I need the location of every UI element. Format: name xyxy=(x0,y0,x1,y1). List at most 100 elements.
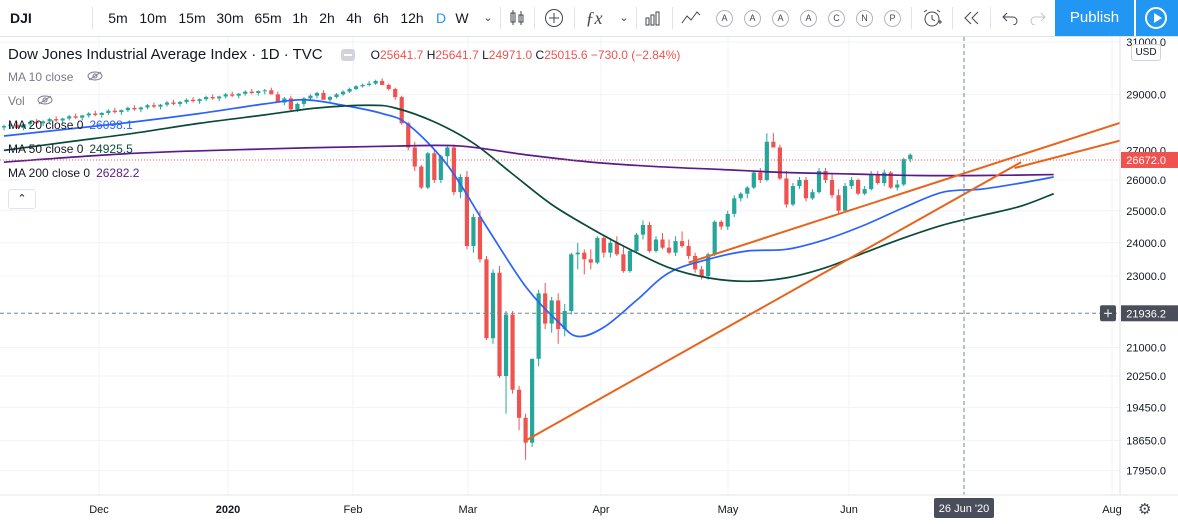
trend-chart-icon[interactable] xyxy=(677,0,705,36)
compare-symbol-a-button[interactable]: A xyxy=(800,10,817,27)
candle-body xyxy=(269,90,274,95)
candle-body xyxy=(171,102,176,104)
candle-body xyxy=(47,119,52,122)
indicators-dropdown-chevron-icon[interactable]: ⌄ xyxy=(619,12,629,24)
candle-body xyxy=(712,221,717,255)
hidden-eye-icon[interactable] xyxy=(87,70,103,84)
legend-ma50[interactable]: MA 50 close 0 24925.5 xyxy=(8,142,133,156)
price-tick-label: 18650.0 xyxy=(1126,436,1166,448)
candle-body xyxy=(490,272,496,339)
candle-body xyxy=(562,311,567,330)
time-tick-label: Mar xyxy=(459,504,478,516)
timeframe-12h[interactable]: 12h xyxy=(400,10,424,26)
candle-body xyxy=(588,259,593,263)
candle-body xyxy=(849,179,854,187)
candle-body xyxy=(771,141,776,148)
candle-body xyxy=(93,113,98,115)
financials-icon[interactable] xyxy=(640,0,668,36)
timeframe-4h[interactable]: 4h xyxy=(346,10,362,26)
timeframe-w[interactable]: W xyxy=(455,10,469,26)
timeframe-2h[interactable]: 2h xyxy=(319,10,335,26)
candle-body xyxy=(614,242,619,255)
undo-icon[interactable] xyxy=(996,0,1024,36)
candle-body xyxy=(601,237,606,253)
fx-icon[interactable]: ƒx xyxy=(585,8,603,28)
ohlc-values: O25641.7 H25641.7 L24971.0 C25015.6 −730… xyxy=(370,48,681,62)
crosshair xyxy=(0,37,1120,495)
top-toolbar: DJI 5m 10m 15m 30m 65m 1h 2h 4h 6h 12h D… xyxy=(0,0,1178,37)
compare-symbol-p-button[interactable]: P xyxy=(884,10,901,27)
hidden-eye-icon[interactable] xyxy=(37,94,53,108)
price-tick-label: 29000.0 xyxy=(1126,89,1166,101)
candle-body xyxy=(425,153,430,188)
gear-icon[interactable]: ⚙ xyxy=(1138,501,1152,518)
timeframe-30m[interactable]: 30m xyxy=(216,10,244,26)
collapse-legend-chevron-up-icon[interactable]: ⌃ xyxy=(8,189,36,209)
time-tick-label: Aug xyxy=(1102,504,1122,516)
toolbar-divider xyxy=(990,7,991,29)
series-settings-icon[interactable] xyxy=(340,49,355,62)
candle-body xyxy=(673,241,678,253)
chart-legend-title: Dow Jones Industrial Average Index · 1D … xyxy=(8,46,680,63)
legend-ma20[interactable]: MA 20 close 0 26098.1 xyxy=(8,118,133,132)
candle-body xyxy=(471,217,476,247)
candle-body xyxy=(217,96,222,99)
crosshair-date-label: 26 Jun '20 xyxy=(939,503,989,515)
currency-badge[interactable]: USD xyxy=(1131,44,1161,61)
candle-body xyxy=(497,272,502,377)
timeframe-d[interactable]: D xyxy=(435,10,447,26)
moving-averages xyxy=(3,98,1055,338)
time-tick-label: Feb xyxy=(344,504,363,516)
candle-body xyxy=(582,252,587,260)
candle-body xyxy=(797,179,802,187)
compare-symbol-n-button[interactable]: N xyxy=(856,10,873,27)
timeframe-5m[interactable]: 5m xyxy=(108,10,128,26)
series-title[interactable]: Dow Jones Industrial Average Index · 1D … xyxy=(8,46,323,63)
ma-line xyxy=(3,98,1054,338)
candle-body xyxy=(856,179,861,194)
legend-volume[interactable]: Vol xyxy=(8,94,53,108)
candle-body xyxy=(640,225,646,235)
replay-icon[interactable] xyxy=(958,0,986,36)
candle-body xyxy=(236,93,241,96)
candle-body xyxy=(706,254,711,277)
candle-body xyxy=(725,213,730,227)
price-tick-label: 25000.0 xyxy=(1126,206,1166,218)
compare-symbol-c-button[interactable]: C xyxy=(828,10,845,27)
candle-body xyxy=(679,241,685,247)
candle-body xyxy=(308,95,313,99)
compare-symbol-a-button[interactable]: A xyxy=(744,10,761,27)
candle-body xyxy=(8,124,13,127)
candle-body xyxy=(334,94,339,98)
fullscreen-play-button[interactable] xyxy=(1136,0,1178,36)
legend-ma200[interactable]: MA 200 close 0 26282.2 xyxy=(8,166,140,180)
redo-icon[interactable] xyxy=(1024,0,1052,36)
compare-symbol-a-button[interactable]: A xyxy=(772,10,789,27)
price-chart[interactable]: 31000.029000.027000.026000.025000.024000… xyxy=(0,37,1178,524)
candle-body xyxy=(901,159,906,185)
crosshair-date-tag xyxy=(934,498,994,518)
timeframe-10m[interactable]: 10m xyxy=(139,10,167,26)
timeframe-dropdown-chevron-icon[interactable]: ⌄ xyxy=(483,12,493,24)
timeframe-15m[interactable]: 15m xyxy=(178,10,206,26)
candle-body xyxy=(386,84,391,89)
candle-body xyxy=(895,184,900,188)
candle-body xyxy=(503,314,509,377)
candle-body xyxy=(380,80,385,85)
timeframe-6h[interactable]: 6h xyxy=(373,10,389,26)
timeframe-65m[interactable]: 65m xyxy=(254,10,282,26)
symbol-search-button[interactable]: DJI xyxy=(10,10,32,26)
candle-body xyxy=(477,217,483,260)
candle-body xyxy=(686,246,691,256)
alert-clock-icon[interactable] xyxy=(918,0,946,36)
toolbar-divider xyxy=(636,7,637,29)
compare-symbol-a-button[interactable]: A xyxy=(716,10,733,27)
candle-body xyxy=(869,173,874,190)
candle-body xyxy=(275,94,280,103)
candle-body xyxy=(360,84,365,87)
candle-style-icon[interactable] xyxy=(503,0,531,36)
compare-add-icon[interactable] xyxy=(540,0,568,36)
timeframe-1h[interactable]: 1h xyxy=(292,10,308,26)
publish-button[interactable]: Publish xyxy=(1055,0,1134,36)
legend-ma10[interactable]: MA 10 close xyxy=(8,70,103,84)
